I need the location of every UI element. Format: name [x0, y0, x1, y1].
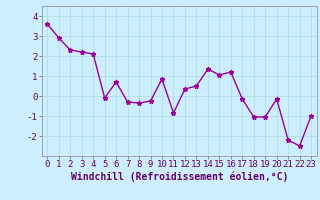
X-axis label: Windchill (Refroidissement éolien,°C): Windchill (Refroidissement éolien,°C) — [70, 172, 288, 182]
